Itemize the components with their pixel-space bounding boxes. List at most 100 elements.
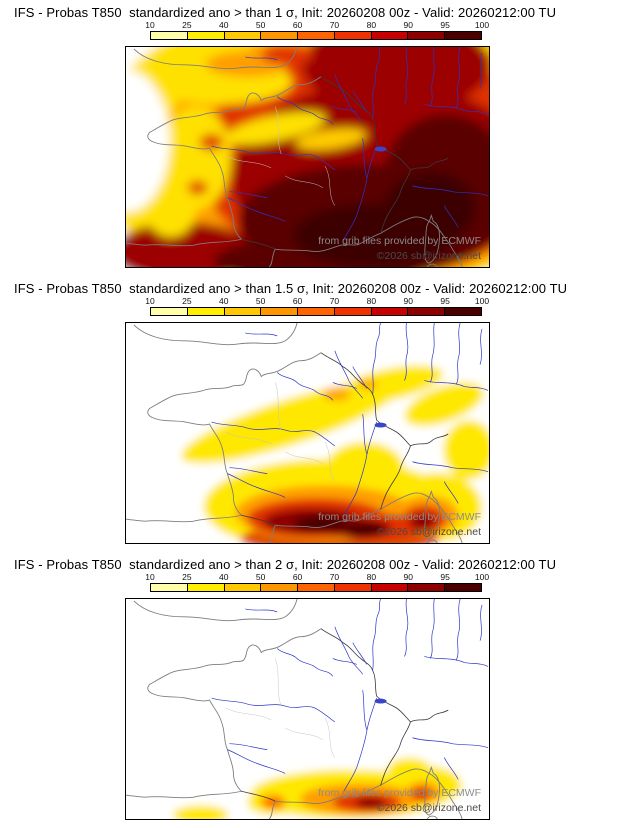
watermark-provider: from grib files provided by ECMWF — [318, 235, 481, 247]
colorbar-segment — [151, 32, 188, 39]
colorbar-segment — [371, 308, 409, 315]
colorbar-segment — [371, 584, 409, 591]
rivers — [211, 599, 489, 794]
coastlines — [126, 47, 463, 267]
colorbar: 10 25 40 50 60 70 80 90 95 100 — [145, 20, 489, 40]
colorbar-segment — [224, 584, 262, 591]
map-sigma-1-5: from grib files provided by ECMWF ©2026 … — [125, 322, 490, 544]
colorbar-segment — [371, 32, 409, 39]
watermark-copyright: ©2026 sb@irizone.net — [376, 526, 481, 538]
lake-geneva — [374, 698, 387, 704]
colorbar-segment — [187, 32, 225, 39]
colorbar: 10 25 40 50 60 70 80 90 95 100 — [145, 572, 489, 592]
colorbar-tick: 10 — [145, 296, 155, 306]
colorbar-segment — [151, 584, 188, 591]
colorbar-segment — [261, 584, 299, 591]
watermark-copyright: ©2026 sb@irizone.net — [376, 250, 481, 262]
panel-title-sigma-1-5: IFS - Probas T850 standardized ano > tha… — [14, 281, 568, 296]
colorbar-segment — [298, 32, 335, 39]
admin-boundaries — [225, 382, 336, 482]
panel-sigma-2: IFS - Probas T850 standardized ano > tha… — [0, 552, 630, 828]
colorbar-tick: 25 — [182, 20, 192, 30]
colorbar-segment — [298, 584, 335, 591]
colorbar-segment — [445, 584, 482, 591]
basemap — [126, 599, 489, 819]
admin-boundaries — [225, 658, 336, 758]
colorbar-tick: 70 — [329, 20, 340, 30]
colorbar-segment — [187, 308, 225, 315]
colorbar-segment — [408, 32, 446, 39]
colorbar-tick: 70 — [329, 572, 340, 582]
colorbar-tick: 100 — [474, 296, 490, 306]
colorbar-tick: 60 — [292, 572, 303, 582]
colorbar-tick: 95 — [440, 296, 450, 306]
colorbar-tick: 60 — [292, 296, 303, 306]
colorbar-segment — [261, 32, 299, 39]
colorbar-tick: 80 — [366, 296, 377, 306]
colorbar-tick: 40 — [219, 572, 229, 582]
colorbar-tick: 40 — [219, 296, 229, 306]
map-svg-sigma-1-5 — [126, 323, 489, 543]
coastlines — [126, 323, 463, 543]
map-sigma-2: from grib files provided by ECMWF ©2026 … — [125, 598, 490, 820]
colorbar-segment — [334, 584, 372, 591]
colorbar-tick: 60 — [292, 20, 303, 30]
colorbar-segment — [445, 308, 482, 315]
colorbar-tick: 10 — [145, 572, 155, 582]
country-borders — [241, 352, 449, 526]
panel-title-sigma-2: IFS - Probas T850 standardized ano > tha… — [14, 557, 557, 572]
basemap — [126, 47, 489, 267]
country-borders — [241, 628, 449, 802]
colorbar-segment — [224, 32, 262, 39]
colorbar-segment — [224, 308, 262, 315]
colorbar-tick: 50 — [255, 296, 266, 306]
coastlines — [126, 599, 463, 819]
map-svg-sigma-1 — [126, 47, 489, 267]
colorbar-tick: 10 — [145, 20, 155, 30]
colorbar-segment — [334, 308, 372, 315]
colorbar-bar — [150, 583, 482, 592]
probability-field — [126, 599, 489, 819]
map-sigma-1: from grib files provided by ECMWF ©2026 … — [125, 46, 490, 268]
colorbar-tick: 25 — [182, 572, 192, 582]
basemap — [126, 323, 489, 543]
colorbar-ticks: 10 25 40 50 60 70 80 90 95 100 — [145, 20, 489, 30]
colorbar-segment — [408, 584, 446, 591]
colorbar-segment — [187, 584, 225, 591]
watermark-provider: from grib files provided by ECMWF — [318, 511, 481, 523]
colorbar-segment — [334, 32, 372, 39]
colorbar-bar — [150, 307, 482, 316]
colorbar-tick: 70 — [329, 296, 340, 306]
colorbar-tick: 50 — [255, 572, 266, 582]
colorbar-segment — [261, 308, 299, 315]
colorbar-tick: 25 — [182, 296, 192, 306]
colorbar-tick: 95 — [440, 572, 450, 582]
colorbar-ticks: 10 25 40 50 60 70 80 90 95 100 — [145, 296, 489, 306]
colorbar-tick: 80 — [366, 572, 377, 582]
colorbar-tick: 100 — [474, 20, 490, 30]
colorbar-tick: 100 — [474, 572, 490, 582]
panel-title-sigma-1: IFS - Probas T850 standardized ano > tha… — [14, 5, 557, 20]
probability-field — [126, 47, 489, 267]
colorbar-tick: 95 — [440, 20, 450, 30]
panel-sigma-1-5: IFS - Probas T850 standardized ano > tha… — [0, 276, 630, 552]
rivers — [211, 323, 489, 518]
colorbar-segment — [445, 32, 482, 39]
colorbar-tick: 90 — [403, 296, 413, 306]
probability-field — [126, 323, 489, 543]
lake-geneva — [374, 422, 387, 428]
colorbar-segment — [298, 308, 335, 315]
watermark-copyright: ©2026 sb@irizone.net — [376, 802, 481, 814]
colorbar-segment — [151, 308, 188, 315]
panel-sigma-1: IFS - Probas T850 standardized ano > tha… — [0, 0, 630, 276]
colorbar: 10 25 40 50 60 70 80 90 95 100 — [145, 296, 489, 316]
colorbar-tick: 80 — [366, 20, 377, 30]
admin-boundaries — [225, 106, 336, 206]
colorbar-bar — [150, 31, 482, 40]
colorbar-segment — [408, 308, 446, 315]
map-svg-sigma-2 — [126, 599, 489, 819]
country-borders — [241, 76, 449, 250]
colorbar-tick: 50 — [255, 20, 266, 30]
lake-geneva — [374, 146, 387, 152]
